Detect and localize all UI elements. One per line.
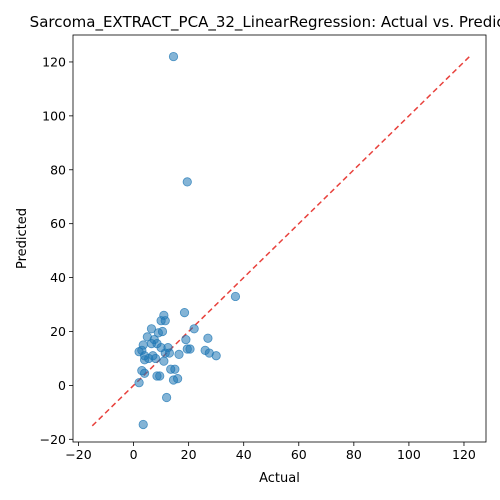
data-point [185,344,195,354]
y-tick-label: 20 [50,324,66,339]
chart-title: Sarcoma_EXTRACT_PCA_32_LinearRegression:… [30,13,500,32]
data-point [164,348,174,358]
x-tick-label: −20 [65,447,91,462]
data-point [134,378,144,388]
data-point [139,368,150,378]
data-point [230,291,241,302]
data-point [168,51,179,62]
data-point [146,339,157,349]
data-points [134,51,241,430]
x-axis-ticks: −20 0 20 40 60 80 100 120 [65,442,476,462]
x-tick-label: 40 [236,447,252,462]
x-tick-label: 60 [291,447,307,462]
y-tick-label: 120 [42,54,66,69]
data-point [139,355,150,365]
y-tick-label: −20 [40,432,66,447]
data-point [159,356,169,366]
data-point [182,177,192,187]
y-axis-ticks: −20 0 20 40 60 80 100 120 [40,54,73,447]
data-point [211,351,221,361]
x-tick-label: 20 [181,447,197,462]
x-tick-label: 100 [397,447,421,462]
reference-line [91,56,471,427]
data-point [138,419,148,430]
y-tick-label: 60 [50,216,66,231]
y-axis-label: Predicted [15,208,30,269]
y-tick-label: 0 [58,378,66,393]
x-tick-label: 120 [452,447,476,462]
data-point [170,364,180,374]
x-tick-label: 80 [346,447,362,462]
data-point [203,333,213,343]
data-point [173,374,183,384]
x-axis-label: Actual [259,471,300,486]
data-point [146,324,157,334]
data-point [162,392,172,403]
data-point [179,308,190,318]
data-point [174,349,184,360]
x-tick-label: 0 [130,447,138,462]
data-point [189,324,199,334]
data-point [181,334,191,345]
data-point [160,316,170,326]
data-point [155,371,165,381]
y-tick-label: 80 [50,162,66,177]
data-point [153,328,163,338]
y-tick-label: 100 [42,108,66,123]
y-tick-label: 40 [50,270,66,285]
